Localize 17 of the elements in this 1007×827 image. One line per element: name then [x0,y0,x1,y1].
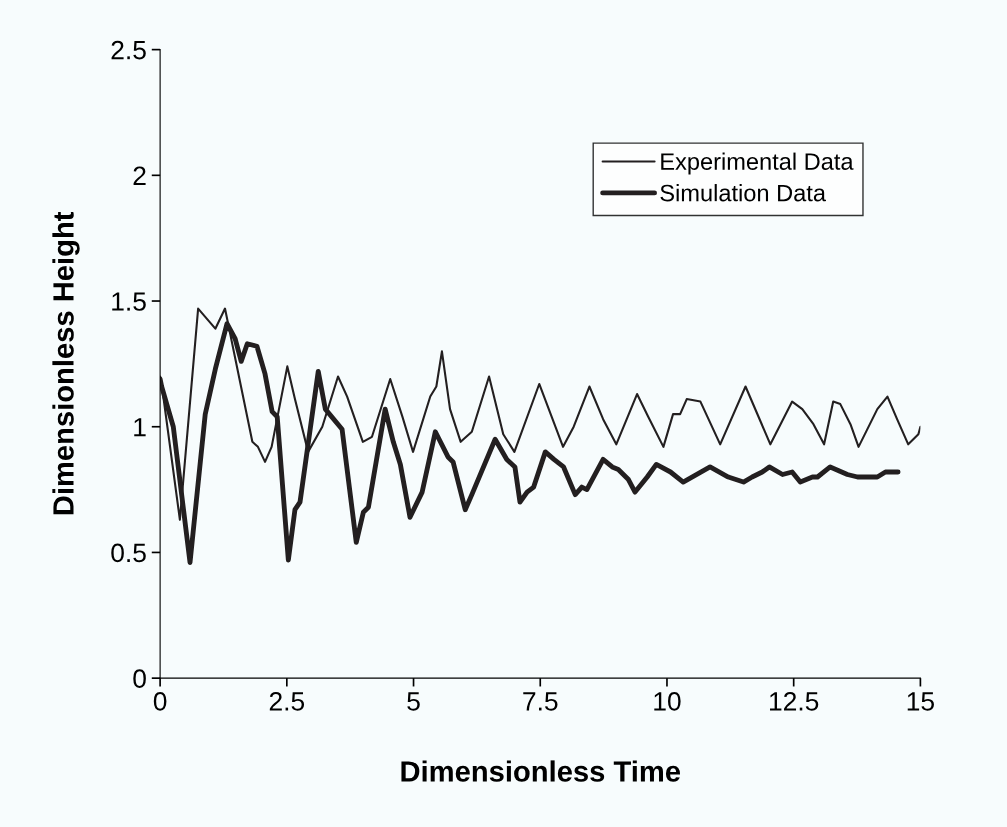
x-tick-label: 2.5 [269,692,305,711]
x-axis-title: Dimensionless Time [401,760,681,782]
legend-label: Experimental Data [661,152,854,175]
x-tick-label: 0 [153,692,167,711]
y-tick-label: 2.5 [111,40,146,60]
legend-label: Simulation Data [660,184,826,202]
y-tick-label: 0 [133,669,146,688]
x-tick-label: 7.5 [523,692,558,711]
x-tick-label: 10 [654,692,681,711]
y-tick-label: 1.5 [112,292,146,311]
y-tick-label: 0.5 [111,543,146,563]
y-tick-label: 1 [134,418,146,437]
y-axis-title: Dimensionless Height [52,211,80,515]
x-tick-label: 15 [907,692,934,711]
x-tick-label: 5 [407,692,420,711]
y-tick-label: 2 [133,166,146,185]
x-tick-label: 12.5 [770,692,819,711]
